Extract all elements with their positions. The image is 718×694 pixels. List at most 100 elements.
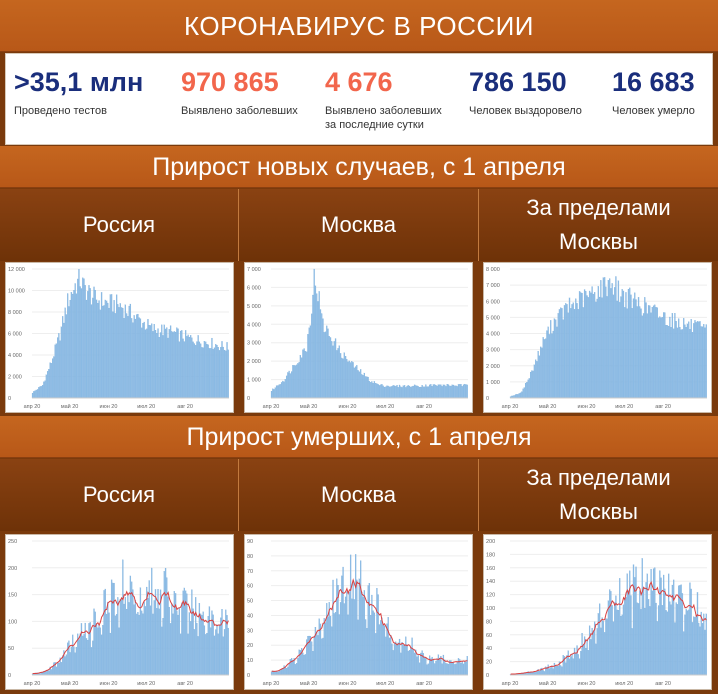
bar [275,671,278,676]
bar [322,637,324,676]
stat-value: 970 865 [181,67,279,97]
bar [642,313,645,399]
bar [363,372,365,399]
bar [452,662,455,676]
bar [92,297,94,399]
bar [296,663,298,676]
bar [380,384,382,399]
x-tick-label: июл 20 [137,681,155,687]
bar [416,385,418,399]
bar [109,632,111,676]
bar [361,591,363,676]
bar [407,385,409,399]
bar [595,301,597,399]
bar [380,620,382,676]
y-tick-label: 80 [486,619,492,625]
bar [57,337,59,399]
bar [582,645,584,676]
bar [597,286,599,399]
bar [620,296,622,399]
x-tick-label: июн 20 [100,404,118,410]
bar [587,297,589,399]
bar [99,309,101,399]
chart-deaths-moscow: 0 10 20 30 40 50 60 70 80 90 апр 20 май 20 июн 20 июл… [244,534,473,690]
bar [169,623,172,676]
bar [580,292,582,399]
x-tick-label: авг 20 [177,404,193,410]
bar [124,304,126,399]
region-label-outside-text: За пределами Москвы [526,461,670,529]
bar [311,641,313,676]
bar [318,291,320,399]
bar [217,633,219,676]
bar [294,365,296,399]
bar [69,299,71,399]
bar [373,381,376,399]
y-tick-label: 1 000 [247,378,261,384]
bar [383,386,386,399]
section-title-deaths: Прирост умерших, с 1 апреля [0,416,718,458]
bar [675,602,677,676]
bar [591,286,593,399]
bar [652,568,655,676]
stat-label: Человек умерло [612,105,695,117]
bar [385,386,387,399]
bar [571,653,573,676]
bar [442,654,445,676]
bar [550,320,552,399]
bar [573,309,576,399]
bar [99,627,101,676]
bar [152,331,154,399]
chart-deaths-russia: 0 50 100 150 200 250 апр 20 май 20 июн 20 июл 20 а… [5,534,234,690]
chart-cases-moscow: 0 1 000 2 000 3 000 4 000 5 000 6 000 7 000 апр … [244,262,473,413]
bar [343,352,345,399]
x-tick-label: авг 20 [416,404,432,410]
x-tick-label: июн 20 [339,681,357,687]
bar [386,623,388,676]
bar [611,283,613,399]
bar [610,288,612,399]
bar [192,341,194,399]
bar [347,361,349,399]
bar [319,623,322,676]
bar [411,637,413,676]
bar [275,385,278,399]
bar [661,317,663,399]
y-tick-label: 0 [486,396,489,402]
bar [227,349,229,399]
bar [406,385,408,399]
bar [659,570,661,676]
bar [562,319,564,399]
bar [192,608,194,676]
bar [562,655,564,676]
bar [645,302,647,399]
bar [347,614,349,676]
bar [645,582,647,676]
bar [161,324,163,399]
x-tick-label: авг 20 [416,681,432,687]
bar [48,369,50,399]
bar [624,599,626,676]
bar [284,379,286,399]
bar [606,296,608,399]
bar [104,299,106,399]
x-tick-label: авг 20 [655,404,671,410]
bar [122,559,124,676]
y-tick-label: 100 [486,606,495,612]
bar [311,313,313,399]
bar [425,384,427,399]
bar [163,571,165,676]
chart-deaths-outside-svg: 0 20 40 60 80 100 120 140 160 180 200 апр 20 май 20 и… [486,539,707,687]
bar [703,613,705,676]
bar [590,292,592,399]
bar [666,325,668,399]
bar [627,590,630,676]
bar [684,614,686,676]
bar [413,652,416,676]
bar [415,649,417,676]
bar [196,341,198,399]
bar [301,357,303,399]
bar [464,383,466,399]
bar [100,292,103,399]
bar [434,663,436,676]
